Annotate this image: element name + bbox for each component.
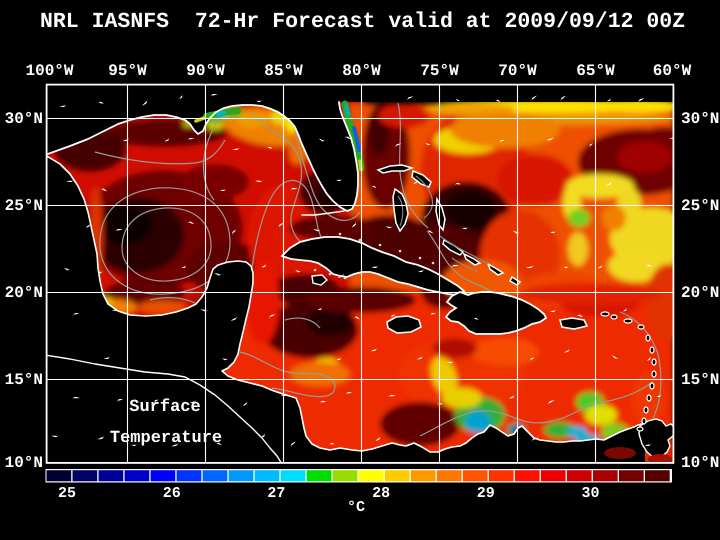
svg-text:95°W: 95°W bbox=[108, 62, 147, 80]
svg-text:30°N: 30°N bbox=[5, 110, 43, 128]
svg-text:10°N: 10°N bbox=[681, 454, 719, 472]
svg-text:25°N: 25°N bbox=[5, 197, 43, 215]
svg-text:25: 25 bbox=[58, 485, 76, 502]
svg-text:75°W: 75°W bbox=[420, 62, 459, 80]
svg-text:30: 30 bbox=[581, 485, 599, 502]
svg-text:15°N: 15°N bbox=[681, 371, 719, 389]
svg-text:90°W: 90°W bbox=[186, 62, 225, 80]
svg-text:Temperature: Temperature bbox=[110, 429, 222, 448]
svg-text:85°W: 85°W bbox=[264, 62, 303, 80]
svg-text:15°N: 15°N bbox=[5, 371, 43, 389]
svg-text:°C: °C bbox=[347, 499, 365, 516]
svg-text:28: 28 bbox=[372, 485, 390, 502]
svg-text:100°W: 100°W bbox=[25, 62, 73, 80]
svg-text:26: 26 bbox=[163, 485, 181, 502]
svg-text:65°W: 65°W bbox=[576, 62, 615, 80]
svg-text:10°N: 10°N bbox=[5, 454, 43, 472]
svg-text:70°W: 70°W bbox=[498, 62, 537, 80]
svg-text:20°N: 20°N bbox=[681, 284, 719, 302]
svg-text:NRL IASNFS 72-Hr Forecast val: NRL IASNFS 72-Hr Forecast valid at 2009/… bbox=[40, 10, 685, 34]
svg-text:80°W: 80°W bbox=[342, 62, 381, 80]
svg-text:60°W: 60°W bbox=[653, 62, 692, 80]
svg-text:20°N: 20°N bbox=[5, 284, 43, 302]
svg-text:27: 27 bbox=[267, 485, 285, 502]
svg-text:29: 29 bbox=[477, 485, 495, 502]
svg-text:25°N: 25°N bbox=[681, 197, 719, 215]
svg-text:Surface: Surface bbox=[129, 398, 200, 417]
svg-text:30°N: 30°N bbox=[681, 110, 719, 128]
